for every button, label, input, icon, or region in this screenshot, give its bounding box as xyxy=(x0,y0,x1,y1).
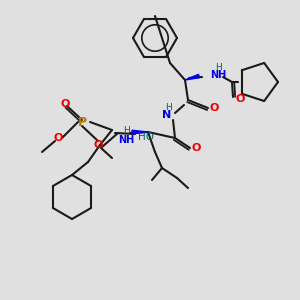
Text: N: N xyxy=(162,110,172,120)
Text: H: H xyxy=(215,62,222,71)
Text: H: H xyxy=(166,103,172,112)
Text: NH: NH xyxy=(118,135,134,145)
Text: P: P xyxy=(77,116,87,128)
Polygon shape xyxy=(185,74,200,80)
Text: O: O xyxy=(53,133,63,143)
Text: O: O xyxy=(235,94,244,104)
Text: O: O xyxy=(192,143,201,153)
Text: O: O xyxy=(210,103,219,113)
Text: NH: NH xyxy=(210,70,226,80)
Text: O: O xyxy=(60,99,70,109)
Text: HO: HO xyxy=(138,132,154,142)
Text: O: O xyxy=(93,140,103,150)
Text: H: H xyxy=(123,126,130,135)
Polygon shape xyxy=(132,130,148,134)
